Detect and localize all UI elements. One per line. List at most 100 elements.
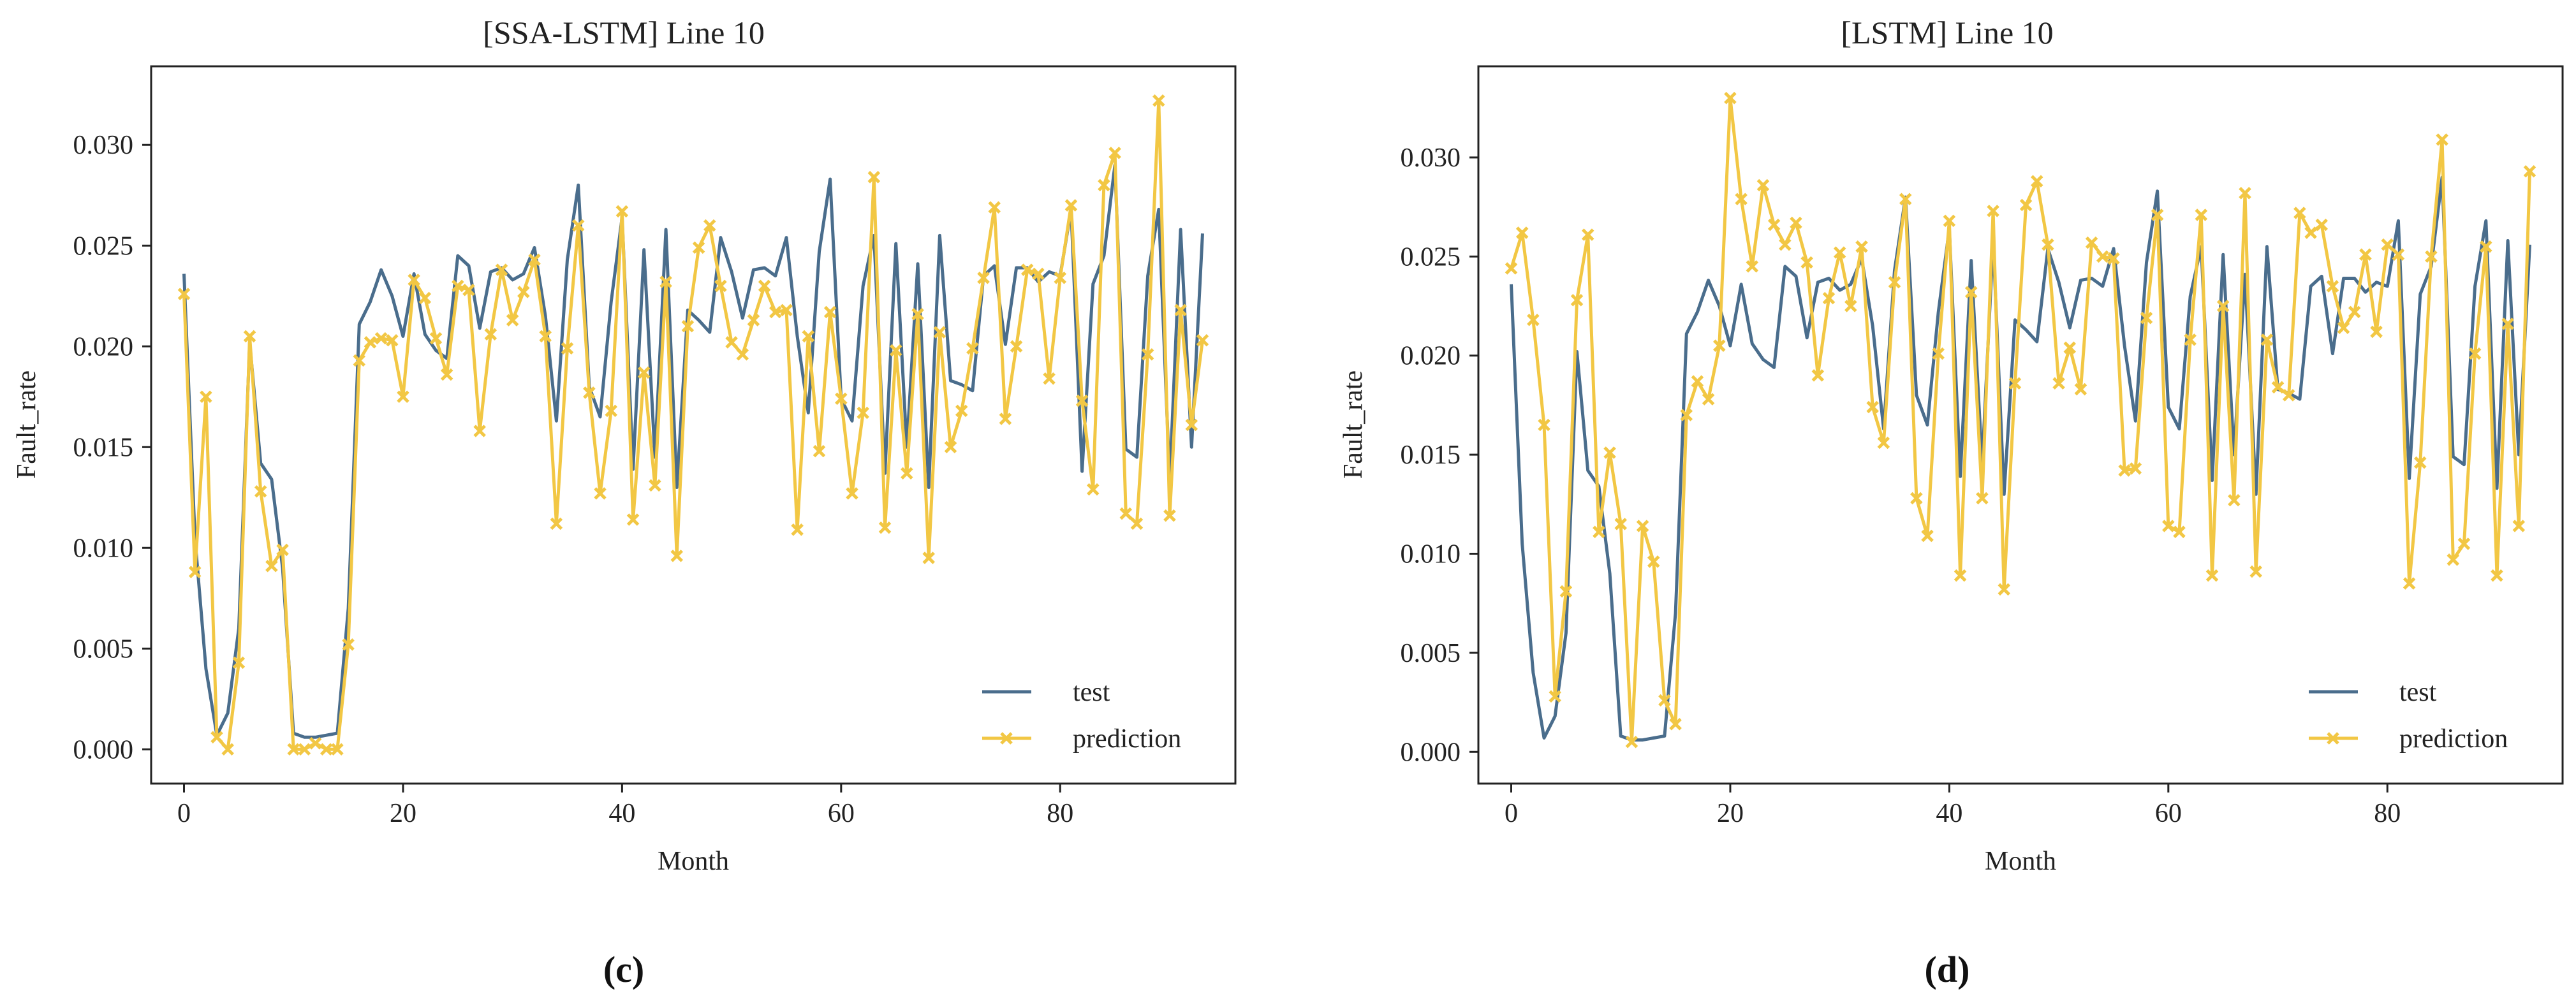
point-prediction — [2042, 238, 2054, 251]
point-prediction — [2392, 248, 2405, 261]
point-prediction — [1822, 291, 1836, 305]
point-prediction — [2348, 305, 2361, 319]
point-prediction — [2370, 325, 2383, 339]
point-prediction — [1921, 529, 1934, 543]
point-prediction — [1877, 436, 1890, 449]
point-prediction — [1581, 228, 1594, 241]
point-prediction — [1054, 272, 1067, 284]
point-prediction — [1527, 314, 1540, 326]
point-prediction — [1130, 517, 1144, 530]
point-prediction — [1855, 240, 1868, 253]
point-prediction — [1669, 718, 1682, 731]
point-prediction — [1064, 199, 1078, 212]
point-prediction — [835, 392, 848, 405]
point-prediction — [725, 336, 738, 349]
point-prediction — [1020, 263, 1034, 276]
point-prediction — [2074, 383, 2087, 396]
point-prediction — [364, 336, 377, 349]
y-tick-label: 0.010 — [73, 534, 134, 563]
point-prediction — [1844, 300, 1857, 312]
point-prediction — [2512, 520, 2526, 532]
point-prediction — [1098, 179, 1110, 192]
point-prediction — [2304, 226, 2317, 239]
point-prediction — [1724, 91, 1737, 105]
point-prediction — [2480, 240, 2492, 253]
y-tick-label: 0.025 — [1401, 242, 1461, 272]
point-prediction — [857, 406, 869, 420]
point-prediction — [1185, 418, 1198, 432]
point-prediction — [1108, 147, 1121, 159]
point-prediction — [429, 332, 443, 345]
point-prediction — [1032, 267, 1045, 281]
x-tick-label: 80 — [2374, 799, 2401, 828]
point-prediction — [2008, 377, 2022, 390]
point-prediction — [1746, 260, 1759, 273]
point-prediction — [342, 638, 355, 651]
point-prediction — [802, 330, 815, 343]
point-prediction — [1075, 394, 1089, 407]
point-prediction — [2228, 493, 2241, 507]
point-prediction — [1593, 525, 1605, 539]
point-prediction — [2381, 238, 2394, 251]
plot-frame — [1477, 65, 2564, 785]
point-prediction — [1888, 275, 1901, 289]
chart-ssa-lstm: [SSA-LSTM] Line 10 0 20 40 60 80 0.000 0.005 0.… — [12, 15, 1237, 990]
point-prediction — [867, 171, 881, 184]
point-prediction — [1152, 94, 1165, 107]
point-prediction — [1559, 585, 1573, 598]
y-tick-label: 0.020 — [1401, 342, 1461, 371]
point-prediction — [539, 330, 552, 343]
point-prediction — [703, 219, 716, 232]
y-tick-label: 0.015 — [73, 433, 134, 462]
y-tick-label: 0.005 — [1401, 639, 1461, 668]
point-prediction — [2184, 333, 2197, 346]
point-prediction — [397, 390, 409, 404]
point-prediction — [331, 743, 344, 756]
point-prediction — [1043, 372, 1056, 385]
point-prediction — [714, 279, 727, 293]
series-line-test — [182, 163, 1204, 739]
point-prediction — [2260, 333, 2274, 346]
point-prediction — [2501, 318, 2514, 330]
point-prediction — [1910, 492, 1923, 505]
point-prediction — [276, 543, 289, 557]
point-prediction — [1899, 193, 1912, 205]
series-line-prediction — [1510, 96, 2531, 744]
point-prediction — [320, 743, 333, 756]
point-prediction — [1603, 446, 1616, 459]
point-prediction — [2239, 187, 2251, 200]
point-prediction — [418, 291, 432, 305]
point-prediction — [1636, 520, 1649, 532]
point-prediction — [2195, 208, 2208, 221]
legend: test prediction — [2309, 678, 2508, 754]
legend-test-label: test — [1073, 678, 1110, 707]
point-prediction — [1141, 348, 1154, 361]
chart-lstm: [LSTM] Line 10 0 20 40 60 80 0.000 0.005 0.010 0… — [1339, 15, 2564, 990]
point-prediction — [966, 342, 979, 355]
point-prediction — [780, 303, 793, 317]
plot-frame — [150, 65, 1237, 785]
y-tick-label: 0.030 — [73, 131, 134, 160]
point-prediction — [1790, 216, 1802, 230]
x-tick-label: 40 — [1936, 799, 1962, 828]
point-prediction — [1538, 418, 1550, 432]
point-prediction — [1702, 393, 1715, 405]
point-prediction — [846, 487, 858, 500]
y-tick-label: 0.000 — [1401, 738, 1461, 767]
point-prediction — [2491, 569, 2503, 582]
point-prediction — [2271, 381, 2285, 394]
point-prediction — [298, 743, 311, 756]
point-prediction — [670, 550, 684, 562]
point-prediction — [1680, 409, 1693, 421]
point-prediction — [287, 743, 300, 756]
point-prediction — [769, 305, 782, 319]
point-prediction — [2063, 341, 2077, 354]
point-prediction — [594, 487, 607, 500]
point-prediction — [2457, 537, 2471, 550]
point-prediction — [1010, 340, 1023, 353]
point-prediction — [2282, 389, 2295, 402]
point-prediction — [2337, 321, 2350, 334]
panel-label-d: (d) — [1925, 949, 1970, 990]
legend-prediction-marker — [1000, 732, 1013, 745]
